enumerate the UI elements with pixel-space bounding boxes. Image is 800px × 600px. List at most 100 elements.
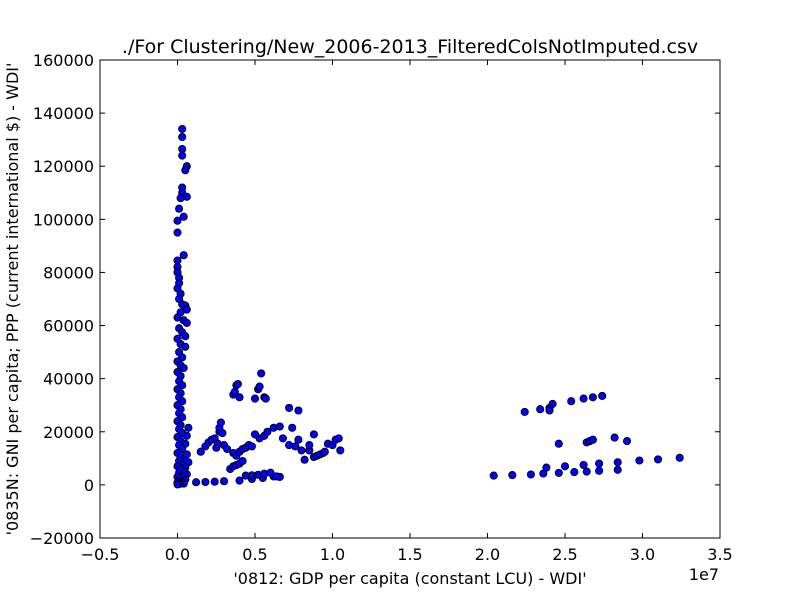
data-point bbox=[613, 465, 622, 474]
data-point bbox=[176, 194, 185, 203]
data-point bbox=[579, 394, 588, 403]
data-point bbox=[178, 132, 187, 142]
data-point bbox=[520, 407, 529, 416]
x-tick-label: 2.0 bbox=[475, 545, 500, 564]
data-point bbox=[548, 399, 557, 408]
data-point bbox=[266, 468, 275, 477]
data-point bbox=[334, 434, 343, 443]
y-tick-label: 80000 bbox=[43, 263, 94, 282]
data-point bbox=[588, 393, 597, 402]
data-point bbox=[179, 363, 188, 373]
data-point bbox=[182, 318, 191, 327]
points-layer bbox=[173, 124, 684, 489]
data-point bbox=[196, 447, 205, 456]
data-point bbox=[567, 397, 576, 406]
data-point bbox=[653, 455, 663, 464]
data-point bbox=[278, 434, 287, 443]
data-point bbox=[235, 393, 244, 402]
data-point bbox=[261, 394, 270, 403]
data-point bbox=[219, 477, 229, 486]
x-axis-label: '0812: GDP per capita (constant LCU) - W… bbox=[233, 569, 586, 588]
data-point bbox=[179, 251, 188, 260]
x-tick-label: 0.5 bbox=[242, 545, 267, 564]
x-tick-label: 0.0 bbox=[165, 545, 190, 564]
data-point bbox=[675, 453, 684, 462]
data-point bbox=[560, 462, 570, 471]
data-point bbox=[181, 342, 190, 351]
data-point bbox=[336, 446, 345, 455]
x-tick-label: −0.5 bbox=[81, 545, 120, 564]
data-point bbox=[275, 422, 284, 431]
data-point bbox=[178, 124, 187, 134]
data-point bbox=[181, 332, 190, 341]
y-tick-label: 120000 bbox=[33, 157, 94, 176]
data-point bbox=[218, 429, 227, 438]
data-point bbox=[526, 470, 535, 479]
data-point bbox=[545, 406, 554, 415]
y-axis-label: '0835N: GNI per capita; PPP (current int… bbox=[3, 63, 22, 536]
x-axis-offset-label: 1e7 bbox=[689, 565, 719, 584]
data-point bbox=[201, 477, 210, 487]
y-tick-label: −20000 bbox=[30, 529, 94, 548]
y-tick-label: 160000 bbox=[33, 51, 94, 70]
y-tick-label: 0 bbox=[84, 476, 94, 495]
y-tick-label: 20000 bbox=[43, 423, 94, 442]
data-point bbox=[263, 427, 272, 436]
data-point bbox=[309, 430, 318, 439]
data-point bbox=[179, 212, 188, 221]
data-point bbox=[542, 463, 551, 472]
x-axis-ticks: −0.5 0.0 0.5 1.0 1.5 2.0 2.5 3.0 3.5 bbox=[81, 60, 733, 564]
data-point bbox=[255, 382, 264, 391]
data-point bbox=[305, 441, 314, 450]
data-point bbox=[173, 228, 182, 237]
y-axis-ticks: −20000 0 20000 40000 60000 80000 100000 120000 1… bbox=[30, 51, 720, 548]
data-point bbox=[192, 478, 201, 487]
x-tick-label: 3.5 bbox=[707, 545, 732, 564]
data-point bbox=[178, 151, 187, 160]
data-point bbox=[257, 369, 266, 378]
data-point bbox=[297, 446, 306, 455]
data-point bbox=[588, 435, 597, 444]
data-point bbox=[536, 405, 545, 414]
data-point bbox=[223, 444, 232, 454]
data-point bbox=[294, 406, 303, 415]
data-point bbox=[178, 144, 187, 154]
data-point bbox=[554, 439, 563, 448]
data-point bbox=[173, 216, 182, 225]
data-point bbox=[595, 466, 604, 475]
data-point bbox=[294, 435, 303, 444]
data-point bbox=[508, 471, 517, 480]
data-point bbox=[622, 437, 632, 446]
chart-title: ./For Clustering/New_2006-2013_FilteredC… bbox=[122, 36, 698, 58]
data-point bbox=[272, 472, 281, 481]
data-point bbox=[182, 431, 191, 440]
data-point bbox=[595, 459, 604, 468]
y-tick-label: 140000 bbox=[33, 104, 94, 123]
data-point bbox=[247, 442, 256, 451]
data-point bbox=[582, 467, 591, 476]
data-point bbox=[173, 256, 182, 265]
x-tick-label: 3.0 bbox=[630, 545, 655, 564]
data-point bbox=[570, 468, 579, 477]
data-point bbox=[175, 204, 184, 213]
data-point bbox=[235, 476, 244, 485]
y-tick-label: 40000 bbox=[43, 370, 94, 389]
data-point bbox=[613, 458, 622, 467]
data-point bbox=[554, 468, 563, 477]
data-point bbox=[288, 423, 297, 432]
data-point bbox=[610, 433, 619, 442]
data-point bbox=[216, 418, 225, 427]
x-tick-label: 1.5 bbox=[397, 545, 422, 564]
data-point bbox=[250, 394, 260, 403]
data-point bbox=[579, 460, 588, 470]
x-tick-label: 2.5 bbox=[552, 545, 577, 564]
data-point bbox=[489, 471, 498, 480]
data-point bbox=[291, 442, 300, 451]
y-tick-label: 60000 bbox=[43, 317, 94, 336]
data-point bbox=[184, 423, 193, 432]
data-point bbox=[635, 456, 644, 465]
data-point bbox=[210, 477, 219, 486]
y-tick-label: 100000 bbox=[33, 210, 94, 229]
